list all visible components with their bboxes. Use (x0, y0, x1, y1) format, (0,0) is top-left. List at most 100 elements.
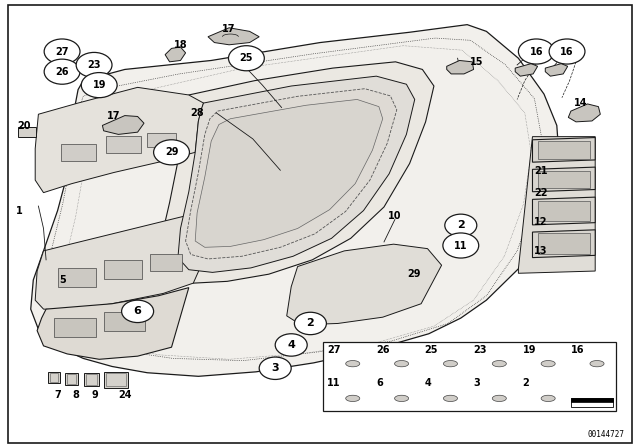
Text: 26: 26 (55, 67, 69, 77)
Bar (571, 398, 613, 402)
Circle shape (294, 312, 326, 335)
Text: 25: 25 (239, 53, 253, 63)
Polygon shape (186, 89, 397, 259)
Bar (323, 342, 616, 411)
Bar (571, 398, 613, 407)
Bar (538, 141, 590, 159)
Ellipse shape (346, 395, 360, 401)
Bar (147, 133, 176, 147)
Circle shape (518, 39, 554, 64)
Text: 2: 2 (307, 319, 314, 328)
Polygon shape (35, 87, 204, 193)
Text: 1: 1 (16, 206, 22, 215)
Bar (106, 136, 141, 153)
Bar (65, 373, 78, 385)
Polygon shape (37, 288, 189, 359)
Text: 29: 29 (407, 269, 421, 279)
Text: 8: 8 (72, 390, 79, 400)
Text: 4: 4 (287, 340, 295, 350)
Text: 17: 17 (222, 24, 236, 34)
Text: 00144727: 00144727 (587, 430, 624, 439)
Text: 11: 11 (454, 241, 468, 250)
Circle shape (44, 59, 80, 84)
Polygon shape (532, 138, 595, 162)
Polygon shape (532, 167, 595, 192)
Text: 14: 14 (574, 98, 588, 108)
Text: 17: 17 (107, 112, 121, 121)
Bar (18, 127, 36, 137)
Text: 23: 23 (87, 60, 101, 70)
Ellipse shape (394, 395, 409, 401)
Bar (67, 374, 76, 384)
Polygon shape (208, 28, 259, 45)
Bar (538, 233, 590, 254)
Text: 16: 16 (529, 47, 543, 56)
Text: 28: 28 (190, 108, 204, 118)
Text: 5: 5 (60, 275, 66, 285)
Ellipse shape (492, 361, 506, 367)
Circle shape (259, 357, 291, 379)
Ellipse shape (492, 395, 506, 401)
Text: 20: 20 (17, 121, 31, 131)
Circle shape (81, 73, 117, 98)
Text: 12: 12 (534, 217, 548, 227)
Polygon shape (178, 76, 415, 272)
Ellipse shape (394, 361, 409, 367)
Circle shape (549, 39, 585, 64)
Ellipse shape (346, 361, 360, 367)
Text: 11: 11 (327, 378, 340, 388)
Bar (84, 373, 99, 386)
Polygon shape (195, 99, 383, 247)
Bar (104, 372, 128, 388)
Polygon shape (518, 137, 595, 273)
Text: 7: 7 (54, 390, 61, 400)
Circle shape (76, 52, 112, 78)
Text: 4: 4 (425, 378, 431, 388)
Text: 15: 15 (470, 57, 484, 67)
Text: 27: 27 (327, 345, 340, 355)
Text: 6: 6 (134, 306, 141, 316)
Bar (104, 312, 145, 331)
Circle shape (443, 233, 479, 258)
Polygon shape (102, 116, 144, 134)
Circle shape (275, 334, 307, 356)
Bar (48, 372, 60, 383)
Text: 3: 3 (474, 378, 481, 388)
Text: 23: 23 (474, 345, 487, 355)
Text: 9: 9 (92, 390, 98, 400)
Circle shape (44, 39, 80, 64)
Polygon shape (165, 47, 186, 62)
Bar (50, 373, 58, 382)
Bar (58, 268, 96, 287)
Text: 6: 6 (376, 378, 383, 388)
Bar (54, 318, 96, 337)
Ellipse shape (541, 395, 556, 401)
Text: 25: 25 (425, 345, 438, 355)
Text: 19: 19 (92, 80, 106, 90)
Ellipse shape (444, 395, 458, 401)
Ellipse shape (541, 361, 556, 367)
Polygon shape (35, 207, 227, 310)
Text: 27: 27 (55, 47, 69, 56)
Bar (538, 171, 590, 188)
Text: 22: 22 (534, 188, 548, 198)
Bar (61, 144, 96, 161)
Text: 19: 19 (522, 345, 536, 355)
Polygon shape (447, 60, 474, 74)
Text: 16: 16 (560, 47, 574, 56)
Bar (86, 374, 97, 385)
Text: 3: 3 (271, 363, 279, 373)
Polygon shape (159, 62, 434, 283)
Text: 2: 2 (457, 220, 465, 230)
Text: 24: 24 (118, 390, 132, 400)
Circle shape (445, 214, 477, 237)
Polygon shape (545, 64, 568, 76)
Polygon shape (515, 64, 538, 76)
Polygon shape (532, 230, 595, 258)
Text: 21: 21 (534, 166, 548, 176)
Text: 29: 29 (164, 147, 179, 157)
Ellipse shape (590, 361, 604, 367)
Text: 18: 18 (173, 40, 188, 50)
Ellipse shape (444, 361, 458, 367)
Circle shape (228, 46, 264, 71)
